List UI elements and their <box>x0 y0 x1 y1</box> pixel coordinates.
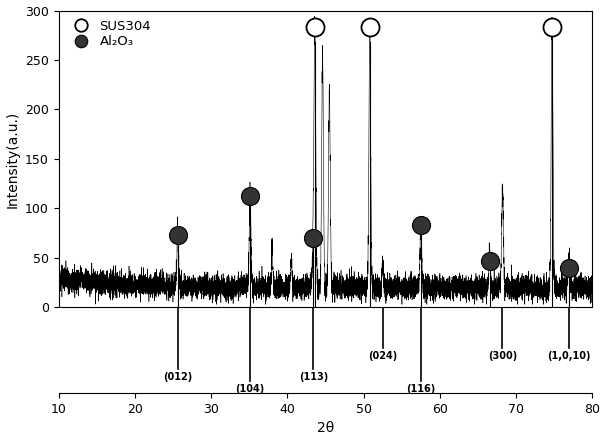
Text: (024): (024) <box>368 351 398 361</box>
Text: (012): (012) <box>163 372 192 382</box>
Text: (104): (104) <box>236 384 265 394</box>
Text: (113): (113) <box>299 372 328 382</box>
Text: (1,0,10): (1,0,10) <box>547 351 591 361</box>
Y-axis label: Intensity(a.u.): Intensity(a.u.) <box>5 110 19 208</box>
Text: (300): (300) <box>488 351 517 361</box>
Legend: SUS304, Al₂O₃: SUS304, Al₂O₃ <box>65 17 154 51</box>
Text: (116): (116) <box>406 384 436 394</box>
X-axis label: 2θ: 2θ <box>317 422 334 435</box>
